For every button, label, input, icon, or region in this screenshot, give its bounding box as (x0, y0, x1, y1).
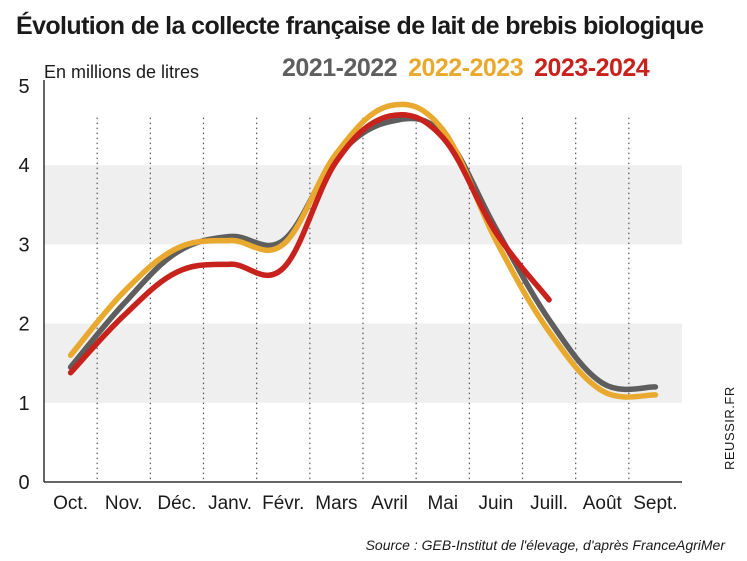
x-tick-label: Janv. (208, 493, 252, 514)
x-tick-label: Juin (478, 493, 513, 514)
x-tick-label: Mai (427, 493, 458, 514)
y-axis-unit-label: En millions de litres (44, 62, 200, 82)
legend: 2021-2022 2022-2023 2023-2024 (282, 54, 660, 83)
x-tick-label: Févr. (262, 493, 304, 514)
y-tick-label: 5 (18, 76, 29, 98)
legend-item-2023-2024: 2023-2024 (534, 54, 650, 82)
series-line-2023-2024 (67, 111, 552, 376)
x-tick-label: Mars (315, 493, 357, 514)
series-line-2021-2022 (67, 115, 659, 393)
x-tick-label: Oct. (53, 493, 88, 514)
credit-label: REUSSIR.FR (722, 386, 737, 470)
x-tick-label: Août (583, 493, 623, 514)
y-tick-label: 0 (18, 472, 29, 494)
y-tick-label: 2 (18, 314, 29, 336)
x-tick-label: Sept. (633, 493, 677, 514)
x-tick-label: Juill. (530, 493, 568, 514)
y-tick-label: 3 (18, 234, 29, 256)
x-tick-label: Nov. (105, 493, 143, 514)
y-tick-label: 1 (18, 393, 29, 415)
y-tick-label: 4 (18, 155, 29, 177)
grid-band (44, 165, 682, 245)
source-note: Source : GEB-Institut de l'élevage, d'ap… (365, 537, 725, 553)
legend-item-2022-2023: 2022-2023 (408, 54, 524, 82)
chart-title: Évolution de la collecte française de la… (16, 12, 704, 40)
x-tick-label: Avril (371, 493, 408, 514)
x-tick-label: Déc. (157, 493, 196, 514)
series-line-2022-2023 (67, 101, 659, 400)
legend-item-2021-2022: 2021-2022 (282, 54, 398, 82)
